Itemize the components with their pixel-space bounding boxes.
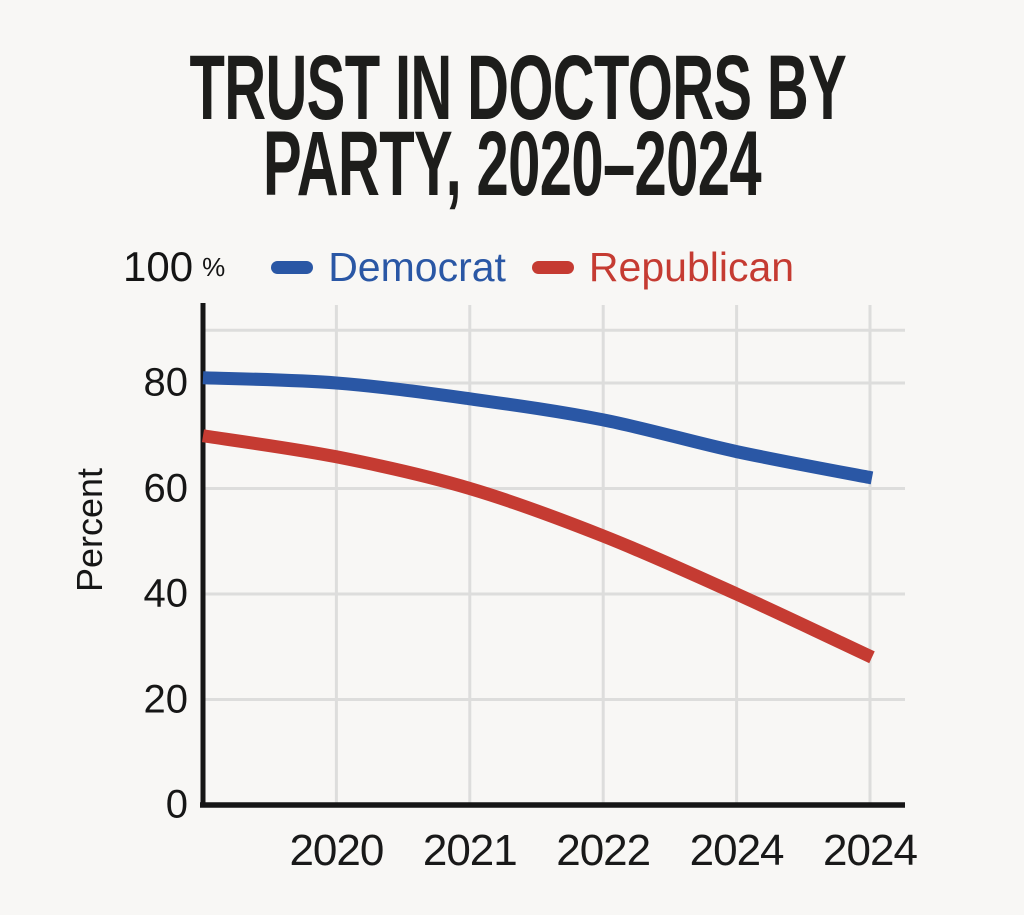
y-tick-label-0: 0 [165,782,188,827]
chart-title: TRUST IN DOCTORS BY PARTY, 2020–2024 [0,37,1024,215]
y-tick-label-20: 20 [143,677,189,721]
chart-title-line2: PARTY, 2020–2024 [263,113,762,215]
x-tick-label-2-2021: 2021 [422,826,518,875]
y-axis-top-tick: 100 [123,243,194,290]
legend-swatch-republican [531,260,574,274]
x-tick-label-4-2024: 2024 [689,826,785,875]
legend-swatch-democrat [271,260,314,274]
chart-title-line1: TRUST IN DOCTORS BY [189,37,847,139]
legend-label-republican: Republican [588,243,795,290]
y-tick-label-80: 80 [143,360,189,405]
y-axis-unit-label: % [202,251,226,282]
series-line-republican [201,429,875,664]
series-line-democrat [202,371,874,485]
x-tick-label-3-2022: 2022 [556,826,651,875]
y-tick-label-60: 60 [143,466,189,510]
x-tick-label-1-2020: 2020 [289,826,384,875]
y-tick-label-40: 40 [143,571,189,616]
x-tick-label-5-2024: 2024 [823,826,918,875]
legend: 100 % Democrat Republican [123,240,794,294]
legend-label-democrat: Democrat [328,243,506,290]
